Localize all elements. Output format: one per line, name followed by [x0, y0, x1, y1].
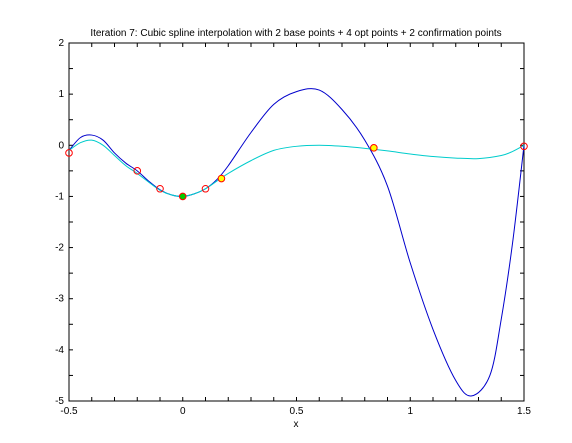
data-point	[65, 149, 73, 157]
y-tick-label: 1	[58, 89, 64, 100]
plot-frame	[68, 42, 525, 402]
data-point	[370, 144, 378, 152]
y-tick-label: -3	[55, 294, 64, 305]
series-lines	[68, 88, 525, 397]
y-tick-label: 0	[58, 140, 64, 151]
series-line-1	[68, 88, 525, 397]
y-tick-label: 2	[58, 38, 64, 49]
y-tick-label: -2	[55, 243, 64, 254]
chart-title: Iteration 7: Cubic spline interpolation …	[90, 28, 501, 39]
x-tick-label: -0.5	[60, 406, 78, 417]
y-tick-label: -1	[55, 191, 64, 202]
data-markers	[65, 142, 528, 201]
x-tick-label: 0.5	[290, 406, 304, 417]
data-point	[156, 184, 164, 193]
axis-ticks: -0.5 0 0.5 1 1.5 -5 -4 -3 -2 -1 0 1 2	[55, 38, 531, 417]
data-point	[520, 142, 528, 151]
x-tick-label: 1	[407, 406, 413, 417]
y-tick-label: -5	[55, 396, 64, 407]
x-tick-label: 1.5	[517, 406, 531, 417]
x-tick-label: 0	[180, 406, 186, 417]
data-point	[217, 174, 226, 183]
data-point	[133, 167, 142, 175]
data-point	[201, 184, 210, 193]
y-tick-label: -4	[55, 345, 64, 356]
series-line-2	[68, 139, 525, 197]
x-axis-label: x	[294, 419, 299, 430]
data-point	[178, 192, 187, 201]
